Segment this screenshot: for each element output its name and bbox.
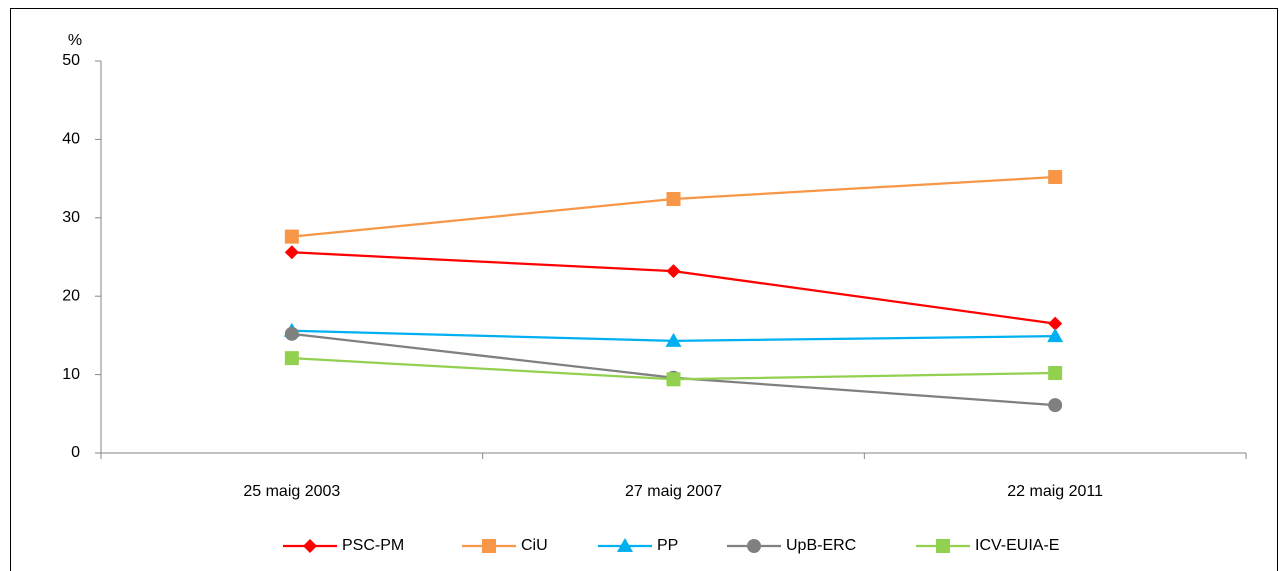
y-tick-label: 0 — [71, 444, 80, 461]
marker — [1048, 398, 1063, 413]
series-line — [291, 175, 1056, 238]
legend-label: UpB-ERC — [786, 537, 856, 554]
marker — [284, 351, 299, 366]
legend-label: PSC-PM — [342, 537, 404, 554]
y-tick-label: 10 — [62, 366, 80, 383]
marker — [1048, 366, 1063, 381]
marker — [284, 245, 299, 260]
x-tick-label: 27 maig 2007 — [625, 483, 722, 500]
legend-marker — [617, 538, 633, 552]
marker — [666, 191, 681, 206]
marker — [1048, 316, 1063, 331]
legend-label: CiU — [521, 537, 548, 554]
marker — [1047, 328, 1064, 343]
marker — [284, 229, 299, 244]
x-tick-label: 25 maig 2003 — [243, 483, 340, 500]
marker — [284, 326, 299, 341]
legend-label: PP — [657, 537, 678, 554]
y-tick-label: 20 — [62, 287, 80, 304]
legend-marker — [936, 539, 950, 553]
marker — [665, 332, 682, 347]
legend-label: ICV-EUIA-E — [975, 537, 1059, 554]
y-tick-label: 30 — [62, 209, 80, 226]
y-tick-label: 50 — [62, 52, 80, 69]
chart-border — [10, 8, 1278, 571]
marker — [666, 372, 681, 387]
x-tick-label: 22 maig 2011 — [1007, 483, 1103, 500]
series-line — [291, 251, 1056, 325]
legend-marker — [303, 539, 317, 553]
legend-marker — [482, 539, 496, 553]
y-tick-label: 40 — [62, 131, 80, 148]
legend-marker — [747, 539, 761, 553]
y-axis-label: % — [68, 32, 82, 49]
marker — [666, 264, 681, 279]
marker — [1048, 170, 1063, 185]
